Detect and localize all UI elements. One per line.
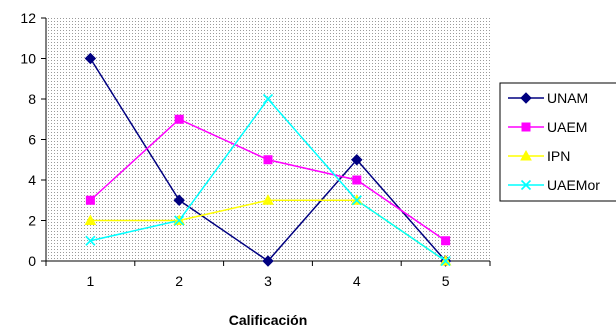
data-point-uaemor [85, 235, 96, 246]
x-tick-label: 1 [87, 273, 95, 289]
x-tick-label: 3 [264, 273, 272, 289]
y-tick-label: 4 [28, 172, 36, 188]
data-point-unam [262, 255, 274, 267]
y-tick-label: 2 [28, 213, 36, 229]
plot-area [46, 18, 490, 261]
data-point-uaemor [351, 195, 362, 206]
legend-label: UNAM [547, 90, 588, 106]
legend-label: UAEMor [547, 177, 600, 193]
data-point-uaemor [174, 215, 185, 226]
legend-swatch-marker [520, 92, 532, 104]
data-point-uaem [441, 236, 451, 246]
legend-swatch-marker [520, 149, 532, 161]
data-point-uaem [352, 175, 362, 185]
x-axis-title: Calificación [229, 312, 308, 325]
x-tick-label: 4 [353, 273, 361, 289]
legend-label: UAEM [547, 119, 587, 135]
legend-item-ipn: IPN [508, 148, 570, 164]
data-point-uaem [85, 195, 95, 205]
legend-swatch-marker [520, 179, 532, 191]
data-point-unam [351, 154, 363, 166]
y-tick-label: 0 [28, 253, 36, 269]
y-tick-label: 12 [20, 10, 36, 26]
legend-box [499, 82, 616, 202]
x-tick-label: 5 [442, 273, 450, 289]
data-point-uaemor [440, 255, 451, 267]
y-tick-label: 6 [28, 132, 36, 148]
data-point-unam [173, 194, 185, 206]
legend-swatch-marker [521, 122, 531, 132]
legend-item-uaem: UAEM [508, 119, 587, 135]
data-point-uaemor [262, 93, 274, 105]
y-tick-label: 10 [20, 51, 36, 67]
y-tick-label: 8 [28, 91, 36, 107]
data-point-unam [84, 52, 97, 65]
legend-item-uaemor: UAEMor [508, 177, 600, 193]
x-tick-label: 2 [175, 273, 183, 289]
legend-item-unam: UNAM [508, 90, 588, 106]
legend-label: IPN [547, 148, 570, 164]
data-point-uaem [263, 155, 273, 165]
legend: UNAM UAEM IPN UAEMor [499, 82, 616, 202]
series-markers [84, 52, 452, 267]
data-point-ipn [84, 214, 97, 225]
data-point-ipn [262, 194, 274, 205]
data-point-uaem [174, 114, 184, 124]
